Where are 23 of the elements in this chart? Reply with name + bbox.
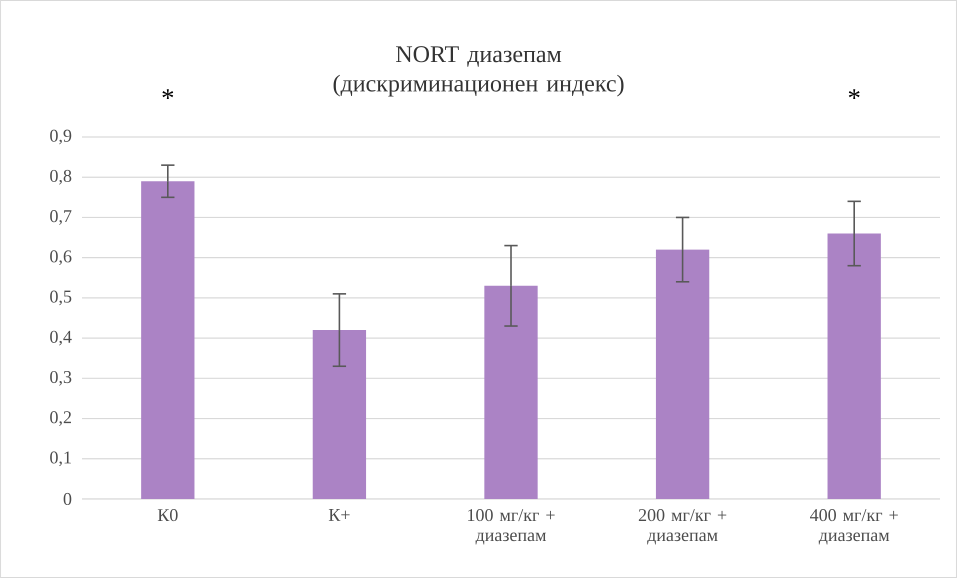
bar xyxy=(828,234,881,499)
x-tick-label: 100 мг/кг + диазепам xyxy=(468,509,555,544)
y-tick-label: 0,7 xyxy=(50,210,72,225)
bar xyxy=(656,250,710,499)
y-tick-label: 0,2 xyxy=(50,411,71,426)
y-tick-label: 0,1 xyxy=(50,451,71,466)
chart-title: NORT диазепам (дискриминационен индекс) xyxy=(334,46,624,96)
y-tick-label: 0,9 xyxy=(50,130,72,144)
bar xyxy=(312,330,366,499)
y-tick-label: 0,3 xyxy=(50,370,72,386)
x-tick-label: 400 мг/кг + диазепам xyxy=(810,509,898,544)
x-tick-label: К0 xyxy=(158,509,178,522)
x-tick-label: 200 мг/кг + диазепам xyxy=(638,509,726,544)
bar xyxy=(484,286,538,499)
y-tick-label: 0,6 xyxy=(50,250,72,266)
y-tick-label: 0,8 xyxy=(50,170,72,185)
y-tick-label: 0,4 xyxy=(50,330,72,346)
bar xyxy=(141,181,194,499)
y-tick-label: 0 xyxy=(64,492,72,506)
y-tick-label: 0,5 xyxy=(50,290,72,306)
text: * xyxy=(162,89,174,100)
x-tick-label: К+ xyxy=(328,509,350,521)
text: * xyxy=(848,89,860,100)
